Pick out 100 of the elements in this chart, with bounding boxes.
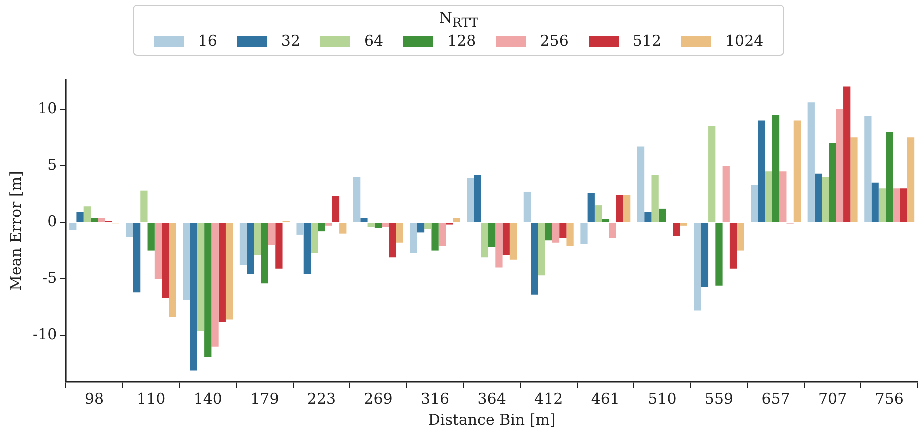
bar [872, 182, 879, 222]
legend-label: 256 [540, 32, 569, 50]
x-tick-label: 559 [704, 390, 734, 408]
bar [658, 208, 666, 222]
bar [829, 143, 836, 222]
x-tick-label: 510 [648, 390, 677, 408]
bar [432, 223, 439, 251]
bar [552, 223, 560, 243]
bar [162, 223, 170, 298]
bar [261, 223, 268, 284]
bar [133, 223, 141, 293]
bar [701, 223, 709, 287]
bar [218, 223, 226, 322]
x-tick-label: 412 [534, 390, 564, 408]
bar [481, 223, 489, 258]
bar [296, 223, 304, 235]
bar [616, 195, 624, 222]
bar [474, 175, 482, 222]
bar [765, 172, 772, 222]
bar [594, 206, 602, 222]
bar [588, 193, 595, 222]
bar [644, 212, 652, 222]
bar [424, 223, 432, 230]
bar [737, 223, 744, 251]
bar [716, 223, 723, 286]
bar [212, 223, 219, 347]
bar [780, 172, 787, 222]
bar [751, 185, 758, 222]
bar [864, 116, 872, 222]
bar [126, 223, 134, 238]
bar [318, 223, 326, 232]
bar [560, 223, 567, 238]
bar [844, 86, 851, 222]
bar [794, 120, 802, 222]
x-tick-label: 461 [591, 390, 620, 408]
x-tick-label: 756 [875, 390, 904, 408]
x-tick-label: 657 [762, 390, 790, 408]
legend-title: N$_{RTT}$ [438, 9, 480, 30]
bar [758, 120, 766, 222]
bar [76, 212, 84, 222]
bar [354, 177, 361, 222]
bar [602, 219, 610, 222]
bar [722, 166, 730, 222]
bar [410, 223, 418, 254]
bar [878, 188, 886, 222]
bar [496, 223, 503, 268]
x-tick-label: 316 [420, 390, 450, 408]
x-tick-label: 110 [137, 390, 166, 408]
bar [822, 177, 830, 222]
bar [325, 223, 332, 226]
y-tick-label: -10 [33, 326, 58, 344]
bar [240, 223, 248, 266]
x-tick-label: 269 [364, 390, 393, 408]
bar [190, 223, 198, 371]
bar [183, 223, 190, 301]
bar [154, 223, 162, 280]
bar [538, 223, 546, 276]
bar [808, 102, 815, 222]
x-tick-label: 364 [478, 390, 506, 408]
bar [652, 175, 659, 222]
bar [467, 178, 474, 222]
bar [488, 223, 496, 248]
bar [524, 192, 532, 222]
bar [70, 223, 77, 230]
legend-label: 128 [448, 32, 476, 50]
bar [197, 223, 205, 332]
legend-label: 512 [632, 32, 662, 50]
bar [247, 223, 254, 275]
bar [510, 223, 518, 260]
bar [680, 223, 688, 226]
bar [311, 223, 318, 254]
bar [90, 218, 98, 222]
bar [907, 138, 915, 222]
bar [204, 223, 212, 358]
bar [566, 223, 574, 246]
bar [730, 223, 738, 269]
bar [340, 223, 347, 234]
bar [84, 206, 91, 222]
bar [637, 146, 645, 222]
bar [531, 223, 538, 295]
bar [438, 223, 446, 246]
legend-label: 1024 [726, 32, 764, 50]
y-tick-label: 5 [48, 156, 58, 174]
y-axis-title: Mean Error [m] [6, 171, 25, 291]
legend-label: 64 [364, 32, 384, 50]
bar [140, 190, 148, 222]
bar [360, 218, 368, 222]
bar [374, 223, 382, 228]
bar [276, 223, 283, 269]
bar [304, 223, 311, 275]
bar [332, 196, 340, 222]
bar [417, 223, 425, 233]
y-tick-label: 10 [38, 99, 58, 118]
x-axis-title: Distance Bin [m] [428, 410, 556, 429]
bar [98, 218, 106, 222]
bar [580, 223, 588, 244]
bar [609, 223, 616, 238]
bar [268, 223, 276, 246]
bar [850, 138, 858, 222]
bar [226, 223, 234, 320]
